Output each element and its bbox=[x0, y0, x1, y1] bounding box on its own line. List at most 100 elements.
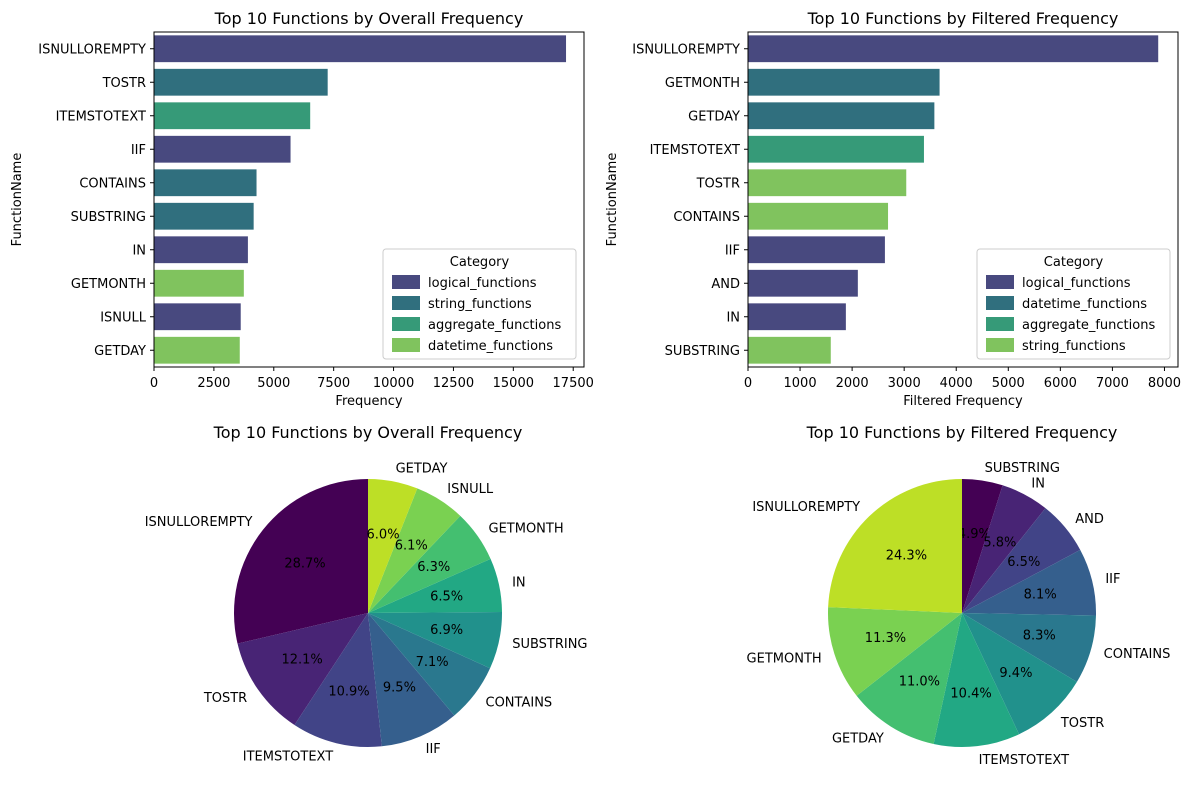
pie-chart-3: Top 10 Functions by Overall Frequency ISN… bbox=[145, 423, 588, 765]
bar-and bbox=[748, 269, 858, 297]
y-tick-label: TOSTR bbox=[102, 76, 146, 91]
y-tick-label: SUBSTRING bbox=[665, 344, 740, 359]
bar-substring bbox=[154, 202, 254, 230]
slice-percent: 4.9% bbox=[958, 527, 991, 542]
legend-box bbox=[382, 248, 577, 360]
slice-contains bbox=[962, 613, 1096, 682]
bar-isnullorempty bbox=[154, 35, 567, 63]
slice-itemstotext bbox=[294, 613, 382, 748]
legend-swatch-aggregate-functions bbox=[392, 317, 420, 331]
slice-label: GETDAY bbox=[832, 731, 884, 746]
x-axis-label: Filtered Frequency bbox=[903, 394, 1023, 409]
bar-tostr bbox=[748, 169, 907, 197]
chart-title: Top 10 Functions by Filtered Frequency bbox=[806, 423, 1118, 442]
y-axis-label: FunctionName bbox=[605, 153, 620, 247]
x-tick-label: 0 bbox=[150, 376, 158, 391]
bar-isnullorempty bbox=[748, 35, 1159, 63]
legend-swatch-logical-functions bbox=[392, 275, 420, 289]
y-tick-label: IN bbox=[132, 243, 146, 258]
y-tick-label: TOSTR bbox=[696, 176, 740, 191]
slice-percent: 7.1% bbox=[416, 655, 449, 670]
slice-getmonth bbox=[368, 515, 491, 613]
legend-swatch-datetime-functions bbox=[392, 338, 420, 352]
bar-chart-2: ISNULLOREMPTY GETMONTH GETDAY ITEMSTOTEXT TO… bbox=[605, 9, 1181, 409]
bar-in bbox=[748, 303, 846, 331]
slice-label: GETMONTH bbox=[489, 522, 564, 537]
x-tick-label: 8000 bbox=[1148, 376, 1181, 391]
legend-swatch-logical-functions bbox=[986, 275, 1014, 289]
legend-swatch-string-functions bbox=[392, 296, 420, 310]
x-tick-label: 1000 bbox=[784, 376, 817, 391]
slice-label: ISNULLOREMPTY bbox=[752, 500, 860, 515]
y-tick-label: IN bbox=[726, 310, 740, 325]
y-tick-label: IIF bbox=[131, 143, 146, 158]
legend-entry: logical_functions bbox=[428, 276, 537, 291]
x-tick-label: 2000 bbox=[836, 376, 869, 391]
slice-contains bbox=[368, 613, 491, 716]
bar-in bbox=[154, 236, 248, 264]
x-axis-label: Frequency bbox=[335, 394, 402, 409]
slice-percent: 6.5% bbox=[430, 590, 463, 605]
slice-percent: 8.1% bbox=[1024, 588, 1057, 603]
slice-getday bbox=[856, 613, 962, 744]
legend-swatch-datetime-functions bbox=[986, 296, 1014, 310]
bar-chart-1: ISNULLOREMPTY TOSTR ITEMSTOTEXT IIF CONTAINS… bbox=[10, 9, 594, 409]
slice-label: ISNULL bbox=[447, 482, 494, 497]
x-tick-label: 5000 bbox=[257, 376, 290, 391]
slice-label: GETDAY bbox=[396, 462, 448, 477]
y-tick-label: CONTAINS bbox=[673, 210, 740, 225]
legend-entry: datetime_functions bbox=[1022, 297, 1147, 312]
slice-percent: 10.9% bbox=[328, 685, 369, 700]
slice-percent: 10.4% bbox=[950, 686, 991, 701]
legend: Category logical_functions string_function… bbox=[382, 248, 577, 360]
y-tick-label: GETDAY bbox=[688, 109, 740, 124]
x-tick-label: 10000 bbox=[373, 376, 414, 391]
slice-label: ITEMSTOTEXT bbox=[979, 753, 1069, 768]
slice-label: TOSTR bbox=[203, 691, 247, 706]
y-tick-label: ITEMSTOTEXT bbox=[650, 143, 740, 158]
legend-entry: datetime_functions bbox=[428, 339, 553, 354]
slice-tostr bbox=[237, 613, 368, 726]
bar-getday bbox=[154, 336, 240, 364]
slice-percent: 6.5% bbox=[1007, 555, 1040, 570]
slice-getmonth bbox=[827, 607, 962, 696]
slice-substring bbox=[962, 479, 1003, 613]
slice-percent: 9.5% bbox=[383, 680, 416, 695]
bar-getmonth bbox=[154, 269, 244, 297]
y-tick-label: AND bbox=[711, 277, 740, 292]
axes-frame bbox=[153, 31, 585, 368]
slice-percent: 8.3% bbox=[1023, 629, 1056, 644]
bar-itemstotext bbox=[154, 102, 311, 130]
slice-tostr bbox=[962, 613, 1077, 735]
bar-iif bbox=[748, 236, 885, 264]
slice-label: ITEMSTOTEXT bbox=[243, 750, 333, 765]
slice-label: GETMONTH bbox=[747, 652, 822, 667]
slice-percent: 11.3% bbox=[865, 631, 906, 646]
y-tick-label: ISNULL bbox=[100, 310, 147, 325]
slice-substring bbox=[368, 611, 502, 669]
axes-frame bbox=[747, 31, 1179, 368]
legend-swatch-aggregate-functions bbox=[986, 317, 1014, 331]
bar-substring bbox=[748, 336, 831, 364]
slice-in bbox=[962, 485, 1046, 613]
bar-isnull bbox=[154, 303, 241, 331]
slice-label: ISNULLOREMPTY bbox=[145, 515, 253, 530]
legend-entry: string_functions bbox=[428, 297, 532, 312]
slice-label: TOSTR bbox=[1060, 716, 1104, 731]
x-tick-label: 7000 bbox=[1096, 376, 1129, 391]
x-tick-label: 12500 bbox=[433, 376, 474, 391]
legend-entry: logical_functions bbox=[1022, 276, 1131, 291]
legend-entry: aggregate_functions bbox=[428, 318, 561, 333]
slice-label: CONTAINS bbox=[1104, 647, 1171, 662]
x-tick-label: 15000 bbox=[493, 376, 534, 391]
slice-label: CONTAINS bbox=[486, 695, 553, 710]
y-tick-label: IIF bbox=[725, 243, 740, 258]
y-tick-label: ISNULLOREMPTY bbox=[38, 42, 146, 57]
slice-percent: 11.0% bbox=[899, 675, 940, 690]
slice-isnullorempty bbox=[233, 479, 368, 644]
slice-label: IIF bbox=[426, 742, 441, 757]
y-tick-label: GETDAY bbox=[94, 344, 146, 359]
slice-isnullorempty bbox=[828, 479, 962, 613]
bar-iif bbox=[154, 135, 291, 163]
